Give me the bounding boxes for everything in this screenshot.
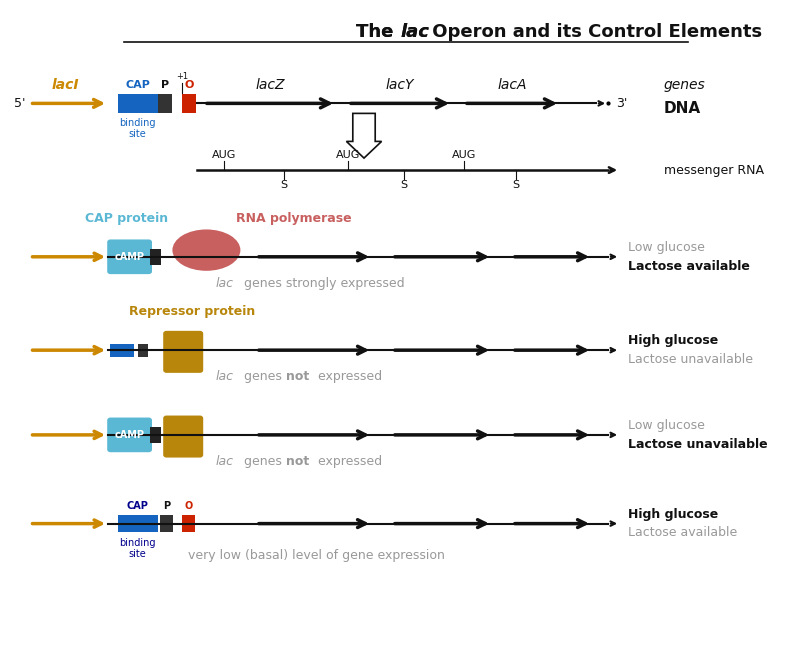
Text: genes strongly expressed: genes strongly expressed — [240, 277, 405, 290]
Text: Lactose unavailable: Lactose unavailable — [628, 438, 768, 451]
Text: lacZ: lacZ — [255, 78, 285, 91]
Text: O: O — [185, 501, 193, 510]
Text: lacY: lacY — [386, 78, 414, 91]
Text: lac: lac — [216, 370, 234, 384]
Text: lac: lac — [400, 23, 429, 41]
Text: genes: genes — [240, 455, 286, 468]
Text: Operon and its Control Elements: Operon and its Control Elements — [426, 23, 762, 41]
Text: CAP: CAP — [125, 81, 150, 90]
Text: Lactose unavailable: Lactose unavailable — [628, 353, 753, 366]
Text: AUG: AUG — [212, 151, 236, 160]
Text: 5': 5' — [14, 97, 26, 110]
Text: O: O — [184, 81, 194, 90]
Text: Lactose available: Lactose available — [628, 259, 750, 273]
Text: very low (basal) level of gene expression: very low (basal) level of gene expressio… — [188, 549, 445, 562]
Text: DNA: DNA — [664, 101, 701, 116]
Text: 3': 3' — [616, 97, 627, 110]
Text: not: not — [286, 455, 310, 468]
Text: cAMP: cAMP — [114, 252, 145, 261]
FancyBboxPatch shape — [163, 416, 203, 458]
Text: genes: genes — [240, 370, 286, 384]
Text: lacI: lacI — [52, 78, 79, 91]
Text: CAP protein: CAP protein — [85, 211, 168, 225]
Polygon shape — [346, 113, 382, 158]
FancyBboxPatch shape — [163, 331, 203, 373]
Text: The: The — [356, 23, 400, 41]
Text: S: S — [401, 180, 407, 189]
Text: cAMP: cAMP — [114, 430, 145, 440]
FancyBboxPatch shape — [110, 344, 134, 357]
Text: lac: lac — [216, 455, 234, 468]
Text: High glucose: High glucose — [628, 508, 718, 521]
Text: genes: genes — [664, 78, 706, 91]
Text: messenger RNA: messenger RNA — [664, 163, 764, 177]
Text: Repressor protein: Repressor protein — [129, 305, 255, 318]
Text: Low glucose: Low glucose — [628, 419, 705, 432]
FancyBboxPatch shape — [138, 344, 148, 357]
Text: lacA: lacA — [498, 78, 526, 91]
Text: binding
site: binding site — [119, 118, 156, 139]
FancyBboxPatch shape — [160, 515, 173, 532]
Text: Lactose available: Lactose available — [628, 526, 738, 540]
Text: expressed: expressed — [314, 455, 382, 468]
Text: lac: lac — [400, 23, 429, 41]
FancyBboxPatch shape — [107, 239, 152, 274]
FancyBboxPatch shape — [118, 94, 158, 113]
FancyBboxPatch shape — [150, 249, 161, 265]
FancyBboxPatch shape — [158, 94, 172, 113]
Text: High glucose: High glucose — [628, 334, 718, 348]
Text: AUG: AUG — [336, 151, 360, 160]
Text: CAP: CAP — [126, 501, 149, 510]
Text: S: S — [513, 180, 519, 189]
Text: lac: lac — [216, 277, 234, 290]
FancyBboxPatch shape — [150, 427, 161, 443]
Text: Low glucose: Low glucose — [628, 241, 705, 254]
Text: The: The — [356, 23, 400, 41]
FancyBboxPatch shape — [182, 94, 196, 113]
FancyBboxPatch shape — [182, 515, 195, 532]
Text: expressed: expressed — [314, 370, 382, 384]
FancyBboxPatch shape — [118, 515, 158, 532]
Text: P: P — [163, 501, 170, 510]
Text: binding
site: binding site — [119, 538, 156, 559]
Text: S: S — [281, 180, 287, 189]
Text: RNA polymerase: RNA polymerase — [236, 211, 352, 225]
Text: P: P — [161, 81, 169, 90]
Text: not: not — [286, 370, 310, 384]
Ellipse shape — [173, 229, 240, 271]
Text: +1: +1 — [176, 72, 189, 81]
Text: AUG: AUG — [452, 151, 476, 160]
FancyBboxPatch shape — [107, 418, 152, 452]
